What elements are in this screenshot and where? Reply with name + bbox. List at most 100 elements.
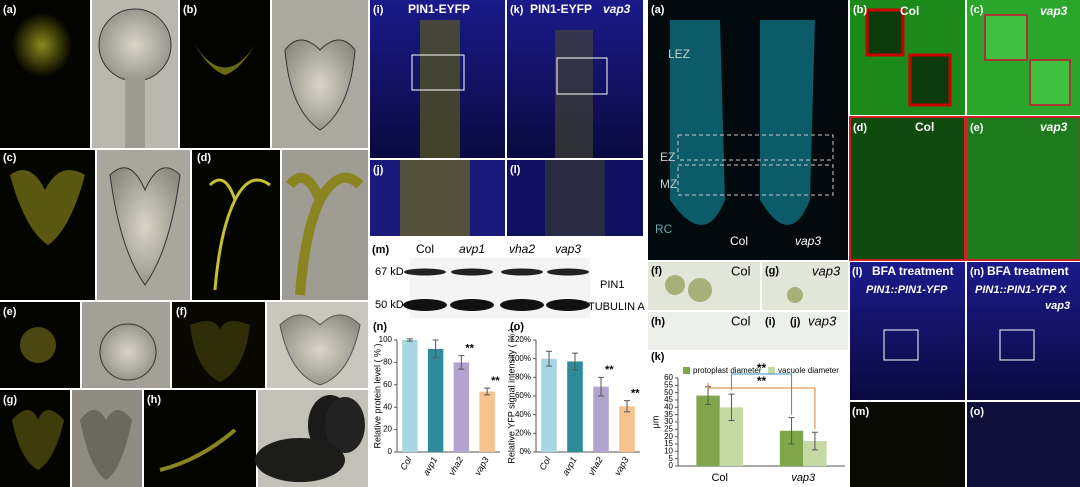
error-bar [598, 376, 604, 397]
panel-label: (o) [510, 321, 524, 333]
error-bar [788, 417, 795, 445]
panel-text: EZ [660, 150, 675, 164]
y-tick-label: 20 [664, 432, 673, 441]
significance: ** [757, 374, 767, 388]
x-tick-label: vha2 [586, 455, 604, 477]
legend-swatch [683, 367, 690, 374]
band [501, 268, 543, 276]
y-tick-label: 80% [515, 372, 531, 381]
legend-label: protoplast diameter [693, 366, 762, 375]
panel-text: (f) [651, 265, 662, 277]
panel-text: PIN1::PIN1-YFP [866, 284, 948, 296]
panel-text: vap3 [1040, 4, 1068, 18]
y-tick-label: 45 [664, 395, 673, 404]
panel-text: Col [731, 313, 751, 328]
panel-text: (o) [970, 406, 984, 418]
y-tick-label: 100% [511, 354, 531, 363]
panel-text: (e) [970, 122, 984, 134]
y-tick-label: 40 [383, 402, 392, 411]
error-bar [406, 338, 413, 342]
bar [567, 361, 583, 452]
panel-text: PIN1-EYFP [530, 2, 592, 16]
band [547, 268, 589, 276]
panel-text: (m) [852, 406, 869, 418]
band [546, 299, 590, 311]
x-tick-label: Col [711, 472, 728, 484]
western-blot: Col avp1 vha2 vap3 67 kD 50 kD PIN1 TUBULIN A [375, 242, 646, 313]
x-tick-label: avp1 [421, 455, 439, 477]
x-tick-label: vha2 [447, 455, 465, 477]
bar [779, 430, 804, 466]
x-tick-label: avp1 [560, 455, 578, 477]
lane-label: vap3 [555, 242, 581, 256]
panel-text: (l) [852, 266, 863, 278]
panel-text: RC [655, 222, 673, 236]
significance: ** [465, 343, 474, 355]
panel-text: (a) [651, 4, 665, 16]
panel-text: BFA treatment [987, 264, 1069, 278]
bar [402, 340, 418, 452]
bar [541, 358, 557, 452]
panel-text: PIN1::PIN1-YFP X [975, 284, 1067, 296]
significance: ** [631, 388, 640, 400]
y-tick-label: 0% [519, 447, 531, 456]
size-label: 50 kD [375, 299, 404, 311]
y-tick-label: 30 [664, 417, 673, 426]
bar [803, 441, 827, 466]
charts: (n) Relative protein level ( % ) 0 20 40 60 80… [372, 321, 845, 484]
error-bar [811, 431, 818, 451]
panel-text: Col [730, 234, 748, 248]
panel-text: (a) [3, 4, 17, 16]
y-tick-label: 80 [383, 358, 392, 367]
panel-text: vap3 [795, 234, 821, 248]
panel-text: (i) [765, 316, 776, 328]
panel-text: (g) [765, 265, 779, 277]
panel-text: (j) [790, 316, 801, 328]
panel-text: (m) [372, 244, 389, 256]
bar [427, 348, 444, 452]
panel-text: (d) [197, 152, 211, 164]
bar [696, 395, 720, 466]
y-tick-label: 55 [664, 380, 673, 389]
panel-text: (d) [853, 122, 867, 134]
bar [593, 386, 609, 452]
error-bar [572, 352, 578, 371]
error-bar [458, 355, 465, 370]
panel-text: (b) [183, 4, 197, 16]
lane-label: avp1 [459, 242, 485, 256]
significance: ** [605, 364, 614, 376]
x-tick-label: vap3 [791, 472, 816, 484]
y-tick-label: 40% [515, 410, 531, 419]
panel-label: (n) [373, 321, 387, 333]
error-bar [484, 387, 491, 396]
panel-text: LEZ [668, 47, 690, 61]
protein-label: TUBULIN A [588, 301, 646, 313]
panel-text: (g) [3, 394, 17, 406]
y-tick-label: 60 [383, 380, 392, 389]
error-bar [624, 400, 630, 413]
y-tick-label: 15 [664, 439, 673, 448]
panel-label: (k) [651, 351, 665, 363]
y-tick-label: 50 [664, 388, 673, 397]
error-bar [546, 350, 552, 367]
panel-text: (c) [970, 4, 984, 16]
y-axis-label: Relative YFP signal intensity ( % ) [506, 328, 516, 463]
legend-swatch [768, 367, 775, 374]
y-tick-label: 40 [664, 402, 673, 411]
panel-text: (l) [510, 164, 521, 176]
panel-text: (j) [373, 164, 384, 176]
bracket [730, 373, 793, 415]
error-bar [432, 339, 439, 359]
y-tick-label: 60 [664, 373, 673, 382]
panel-text: (h) [147, 394, 161, 406]
lane-label: Col [416, 242, 434, 256]
panel-texts: (a) (b) (c) (d) (e) (f) (g) (h) (i) PIN1-EYFP (k) P… [3, 2, 1070, 418]
y-axis-label: Relative protein level ( % ) [372, 343, 382, 448]
band [404, 268, 446, 276]
panel-text: (c) [3, 152, 17, 164]
bar [719, 407, 744, 466]
significance: ** [491, 375, 500, 387]
significance: ** [757, 361, 767, 375]
panel-text: (f) [176, 306, 187, 318]
